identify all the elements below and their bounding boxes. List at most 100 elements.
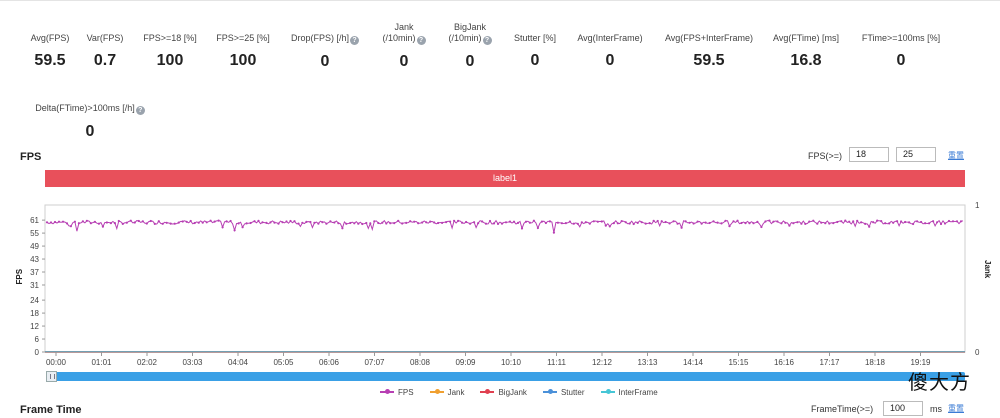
fps-point <box>884 222 887 225</box>
legend-label: Stutter <box>560 387 585 397</box>
fps-point <box>101 225 104 228</box>
stat-label: FTime>=100ms [%] <box>861 33 941 43</box>
stat-label: BigJank <box>453 22 487 32</box>
timeline-scrollbar[interactable] <box>47 372 965 381</box>
fps-point <box>325 222 328 225</box>
fps-point <box>69 225 72 228</box>
stat-value: 59.5 <box>34 52 66 69</box>
stat-7: Stutter [%] 0 <box>465 22 605 70</box>
stat-label: Avg(FTime) [ms] <box>772 33 839 43</box>
fps-point <box>912 222 915 226</box>
fps-point <box>608 225 611 228</box>
stat-value: 0 <box>399 53 409 70</box>
fps-point <box>81 220 84 223</box>
fps-point <box>904 220 907 224</box>
fps-point <box>816 222 819 225</box>
fps-point <box>844 219 847 222</box>
fps-point <box>680 226 683 229</box>
fps-point <box>125 221 128 224</box>
y-tick-label: 31 <box>30 281 39 290</box>
fps-point <box>253 220 256 223</box>
watermark-logo: 傻大方 <box>908 370 971 394</box>
stat-2: FPS>=18 [%] 100 <box>100 22 240 70</box>
help-icon[interactable]: ? <box>350 36 359 45</box>
stat-label: Avg(FPS+InterFrame) <box>664 33 754 43</box>
legend-item-jank[interactable]: Jank <box>429 388 464 397</box>
stat-label: Delta(FTime)>100ms [/h]? <box>20 103 160 115</box>
fps-point <box>349 221 352 225</box>
fps-point <box>939 222 943 226</box>
fps-point <box>928 222 931 225</box>
fps-reset-link[interactable]: 重置 <box>948 151 964 160</box>
fps-point <box>273 221 276 224</box>
x-tick-label: 17:17 <box>819 358 840 367</box>
fps-point <box>285 220 288 223</box>
stat-6: BigJank (/10min)? 0 <box>400 22 540 71</box>
legend-item-bigjank[interactable]: BigJank <box>480 388 527 397</box>
fps-point <box>329 220 332 223</box>
fps-point <box>225 220 228 223</box>
frame-time-threshold-input[interactable]: 100 <box>883 401 923 416</box>
fps-point <box>924 222 927 225</box>
help-icon[interactable]: ? <box>416 36 426 45</box>
fps-point <box>185 220 188 223</box>
x-tick-label: 09:09 <box>455 358 476 367</box>
x-tick-label: 10:10 <box>501 358 522 367</box>
stat-value: 0 <box>465 53 475 70</box>
fps-point <box>896 220 899 223</box>
fps-point <box>676 222 679 225</box>
fps-point <box>592 220 595 223</box>
fps-point <box>381 221 384 224</box>
frame-time-reset-link[interactable]: 重置 <box>948 404 964 413</box>
fps-point <box>221 226 224 229</box>
fps-point <box>620 220 623 223</box>
fps-point <box>959 220 963 223</box>
x-tick-label: 19:19 <box>910 358 931 367</box>
fps-point <box>836 220 839 224</box>
fps-point <box>277 222 280 225</box>
help-icon[interactable]: ? <box>135 106 145 115</box>
fps-point <box>121 222 124 225</box>
stat-11: FTime>=100ms [%] 0 <box>831 22 971 70</box>
help-icon[interactable]: ? <box>482 36 492 45</box>
y-tick-label: 18 <box>30 309 39 318</box>
fps-point <box>385 222 388 225</box>
fps-point <box>73 220 76 223</box>
stat-label: Stutter [%] <box>513 33 557 43</box>
x-tick-label: 13:13 <box>637 358 658 367</box>
fps-point <box>473 221 476 224</box>
fps-point <box>724 219 727 222</box>
fps-point <box>632 222 635 226</box>
legend-item-stutter[interactable]: Stutter <box>542 387 585 397</box>
fps-point <box>584 221 587 224</box>
fps-point <box>580 221 583 224</box>
fps-threshold-input-1[interactable]: 18 <box>849 147 889 162</box>
fps-threshold-input-2[interactable]: 25 <box>896 147 936 162</box>
fps-point <box>784 221 787 224</box>
fps-point <box>644 222 647 225</box>
fps-point <box>768 219 771 222</box>
fps-point <box>445 221 448 224</box>
fps-point <box>461 221 464 224</box>
x-tick-label: 06:06 <box>319 358 340 367</box>
fps-point <box>552 231 556 234</box>
fps-point <box>129 219 132 222</box>
fps-point <box>947 219 951 223</box>
stat-5: Jank (/10min)? 0 <box>334 22 474 71</box>
legend-item-fps[interactable]: FPS <box>380 388 414 397</box>
stat-10: Avg(FTime) [ms] 16.8 <box>736 22 876 70</box>
x-tick-label: 08:08 <box>410 358 431 367</box>
stat-value: 100 <box>229 52 257 69</box>
x-tick-label: 16:16 <box>774 358 795 367</box>
y2-tick-label: 1 <box>975 201 980 210</box>
stat-value: 100 <box>156 52 184 69</box>
fps-point <box>828 222 831 225</box>
legend-label: FPS <box>398 387 414 397</box>
y-tick-label: 0 <box>35 348 40 357</box>
stat-label: Jank <box>394 22 414 32</box>
fps-point <box>305 220 308 223</box>
fps-point <box>568 220 572 223</box>
fps-point <box>181 220 184 223</box>
scrollbar-handle[interactable] <box>46 371 57 382</box>
legend-item-interframe[interactable]: InterFrame <box>600 388 658 397</box>
